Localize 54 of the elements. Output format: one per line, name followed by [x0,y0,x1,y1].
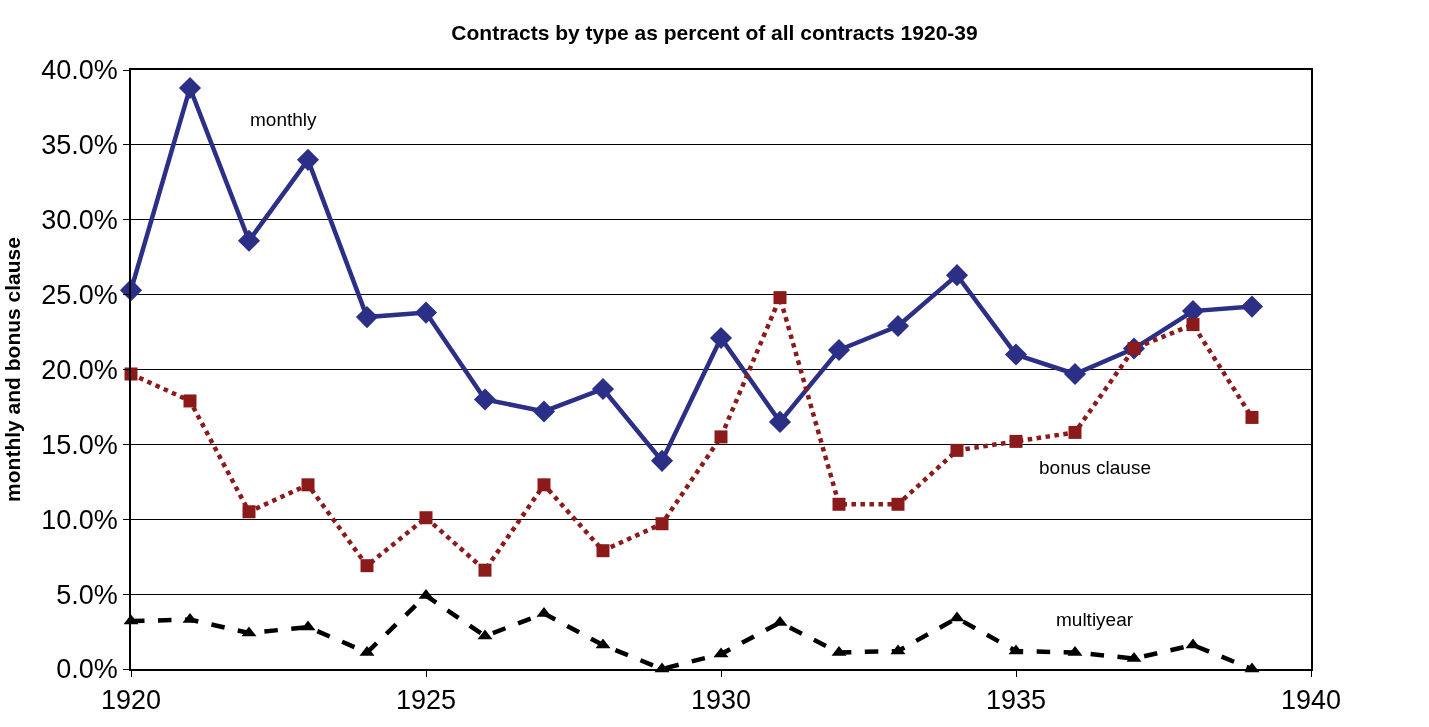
point [355,306,379,329]
point [1240,295,1264,318]
point [832,497,846,511]
point [714,430,728,444]
point [360,559,374,573]
series-label: multiyear [1056,609,1134,630]
y-tick-label: 25.0% [41,280,118,311]
x-tick-label: 1930 [690,685,752,716]
point [1245,410,1259,424]
y-axis-title: monthly and bonus clause [0,237,24,502]
y-tick-label: 15.0% [41,429,118,460]
point [242,505,256,519]
x-tick-label: 1925 [395,685,457,716]
y-tick-label: 5.0% [56,579,118,610]
point [414,301,438,324]
point [591,377,615,401]
point [532,400,556,423]
series-label: monthly [250,109,318,130]
point [596,544,610,558]
point [296,148,320,171]
point [1009,434,1023,448]
point [1068,425,1082,439]
point [950,443,964,457]
point [768,410,792,433]
x-tick-label: 1935 [985,685,1047,716]
point [1004,343,1028,366]
point [178,76,202,100]
y-tick-label: 0.0% [56,654,118,685]
point [419,511,433,525]
chart-title: Contracts by type as percent of all contracts 1920-39 [451,21,978,45]
series-label: bonus clause [1039,457,1151,478]
x-tick-label: 1940 [1280,685,1342,716]
point [655,517,669,531]
point [891,497,905,511]
y-tick-label: 30.0% [41,205,118,236]
x-tick-label: 1920 [100,685,162,716]
point [237,229,261,252]
point [886,315,910,338]
point [473,388,497,411]
point [537,478,551,492]
point [827,338,851,362]
point [1186,318,1200,332]
y-tick-label: 35.0% [41,130,118,161]
point [945,264,969,287]
point [709,327,733,350]
point [478,563,492,577]
y-tick-label: 10.0% [41,504,118,535]
y-tick-label: 20.0% [41,354,118,385]
point [773,291,787,305]
y-tick-label: 40.0% [41,55,118,86]
point [183,394,197,408]
point [650,449,674,472]
point [1063,362,1087,386]
point [301,478,315,492]
